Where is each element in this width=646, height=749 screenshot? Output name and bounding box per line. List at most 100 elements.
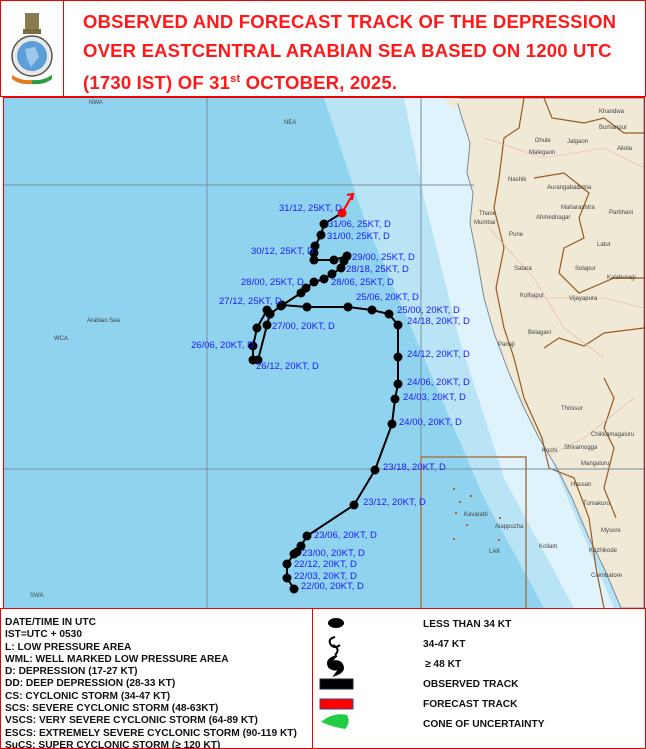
track-point [248, 341, 258, 351]
region-label-swa: SWA [30, 593, 44, 599]
city-label: Burhanpur [599, 125, 628, 131]
legend-divider [312, 609, 313, 748]
city-label: Kozhikode [589, 548, 618, 554]
track-point [319, 219, 329, 229]
track-point-label: 25/06, 20KT, D [356, 292, 419, 303]
track-point-label: 31/06, 25KT, D [328, 219, 391, 230]
track-point-label: 22/03, 20KT, D [294, 571, 357, 582]
track-point-label: 28/06, 25KT, D [331, 277, 394, 288]
city-label: Aurangabad [547, 185, 580, 191]
track-point-label: 27/00, 20KT, D [272, 321, 335, 332]
track-point-label: 31/00, 25KT, D [327, 231, 390, 242]
legend-less-34: LESS THAN 34 KT [423, 619, 512, 630]
track-point [367, 305, 377, 315]
track-point [393, 320, 403, 330]
track-point-label: 30/12, 25KT, D [251, 246, 314, 257]
track-point [393, 352, 403, 362]
city-label: Pune [509, 232, 524, 238]
forecast-track-arrow [341, 192, 355, 214]
track-point [310, 241, 320, 251]
title-line-1: OBSERVED AND FORECAST TRACK OF THE DEPRE… [83, 11, 617, 32]
gujarat-coast [444, 98, 459, 110]
track-point [316, 230, 326, 240]
city-label: Chikkamagaluru [591, 432, 635, 438]
track-point-label: 23/06, 20KT, D [314, 530, 377, 541]
track-point [349, 500, 359, 510]
roads [483, 137, 644, 459]
track-point-label: 28/00, 25KT, D [241, 277, 304, 288]
track-point [309, 255, 319, 265]
legend-definition: SuCS: SUPER CYCLONIC STORM (≥ 120 KT) [5, 739, 221, 749]
city-label: Akola [617, 146, 633, 152]
track-point [370, 465, 380, 475]
track-point [309, 248, 319, 258]
cone-of-uncertainty-icon [321, 714, 349, 729]
city-label: Alappuzha [495, 524, 524, 530]
legend: DATE/TIME IN UTC IST=UTC + 0530 L: LOW PRE… [0, 608, 646, 749]
title-line-3: (1730 IST) OF 31st OCTOBER, 2025. [83, 65, 643, 97]
track-point-label: 23/00, 20KT, D [302, 548, 365, 559]
map-panel: NWA NEA WCA Arabian Sea SWA LAK Kavaratt… [3, 97, 645, 609]
legend-definition: IST=UTC + 0530 [5, 629, 83, 641]
track-point [253, 355, 263, 365]
track-point-label: 22/00, 20KT, D [301, 581, 364, 592]
city-label: Belagavi [528, 330, 552, 336]
city-label: Mumbai [474, 220, 496, 226]
track-point [384, 309, 394, 319]
legend-definition: SCS: SEVERE CYCLONIC STORM (48-63KT) [5, 703, 219, 715]
map-canvas [4, 98, 644, 608]
track-point-label: 24/12, 20KT, D [407, 349, 470, 360]
cyclone-34-47-icon [328, 636, 341, 656]
city-label: Jalgaon [567, 139, 589, 145]
legend-definition: WML: WELL MARKED LOW PRESSURE AREA [5, 653, 229, 665]
city-label: Kollam [539, 544, 558, 550]
track-point [329, 255, 339, 265]
track-point-label: 27/12, 25KT, D [219, 296, 282, 307]
legend-icons [319, 618, 354, 729]
track-point-label: 31/12, 25KT, D [279, 203, 342, 214]
city-label: Kalaburagi [607, 275, 636, 281]
legend-definitions: DATE/TIME IN UTC IST=UTC + 0530 L: LOW PRE… [5, 617, 297, 749]
legend-definition: DATE/TIME IN UTC [5, 617, 96, 628]
city-label: Thane [479, 211, 497, 217]
title-line-2: OVER EASTCENTRAL ARABIAN SEA BASED ON 12… [83, 40, 612, 61]
track-point-label: 26/12, 20KT, D [256, 361, 319, 372]
track-point-label: 23/12, 20KT, D [363, 497, 426, 508]
legend-definition: CS: CYCLONIC STORM (34-47 KT) [5, 690, 171, 702]
track-point-label: 24/18, 20KT, D [407, 316, 470, 327]
city-label: Jalna [577, 185, 592, 191]
region-label-wca: WCA [54, 336, 68, 342]
city-label: Coimbatore [591, 573, 623, 579]
city-label: Satara [514, 266, 532, 272]
track-point [289, 584, 299, 594]
city-label: Malegaon [529, 150, 556, 156]
track-point [301, 283, 311, 293]
page-title: OBSERVED AND FORECAST TRACK OF THE DEPRE… [83, 7, 643, 97]
city-label: Maharashtra [561, 205, 595, 211]
track-point [265, 309, 275, 319]
track-point [327, 269, 337, 279]
legend-definition: L: LOW PRESSURE AREA [5, 641, 132, 653]
legend-observed-track: OBSERVED TRACK [423, 679, 519, 690]
track-point-label: 23/18, 20KT, D [383, 462, 446, 473]
legend-definition: ESCS: EXTREMELY SEVERE CYCLONIC STORM (9… [5, 727, 297, 739]
track-point [342, 251, 352, 261]
legend-34-47: 34-47 KT [423, 639, 466, 650]
city-label: Khandwa [599, 109, 625, 115]
track-point [252, 323, 262, 333]
city-label: Panaji [498, 342, 515, 348]
city-label: Kochi [542, 448, 558, 454]
track-point [390, 394, 400, 404]
region-label-arabian-sea: Arabian Sea [87, 318, 121, 324]
track-point [336, 263, 346, 273]
track-point-label: 28/18, 25KT, D [346, 264, 409, 275]
header: OBSERVED AND FORECAST TRACK OF THE DEPRE… [0, 0, 646, 97]
city-label: Tumakuru [583, 501, 610, 507]
city-label: Kolhapur [520, 293, 545, 299]
title-date: (1730 IST) OF 31 [83, 72, 231, 94]
track-point [276, 301, 286, 311]
track-point [296, 541, 306, 551]
city-label: Ahmednagar [536, 215, 571, 221]
legend-definition: D: DEPRESSION (17-27 KT) [5, 666, 138, 678]
track-point [302, 531, 312, 541]
